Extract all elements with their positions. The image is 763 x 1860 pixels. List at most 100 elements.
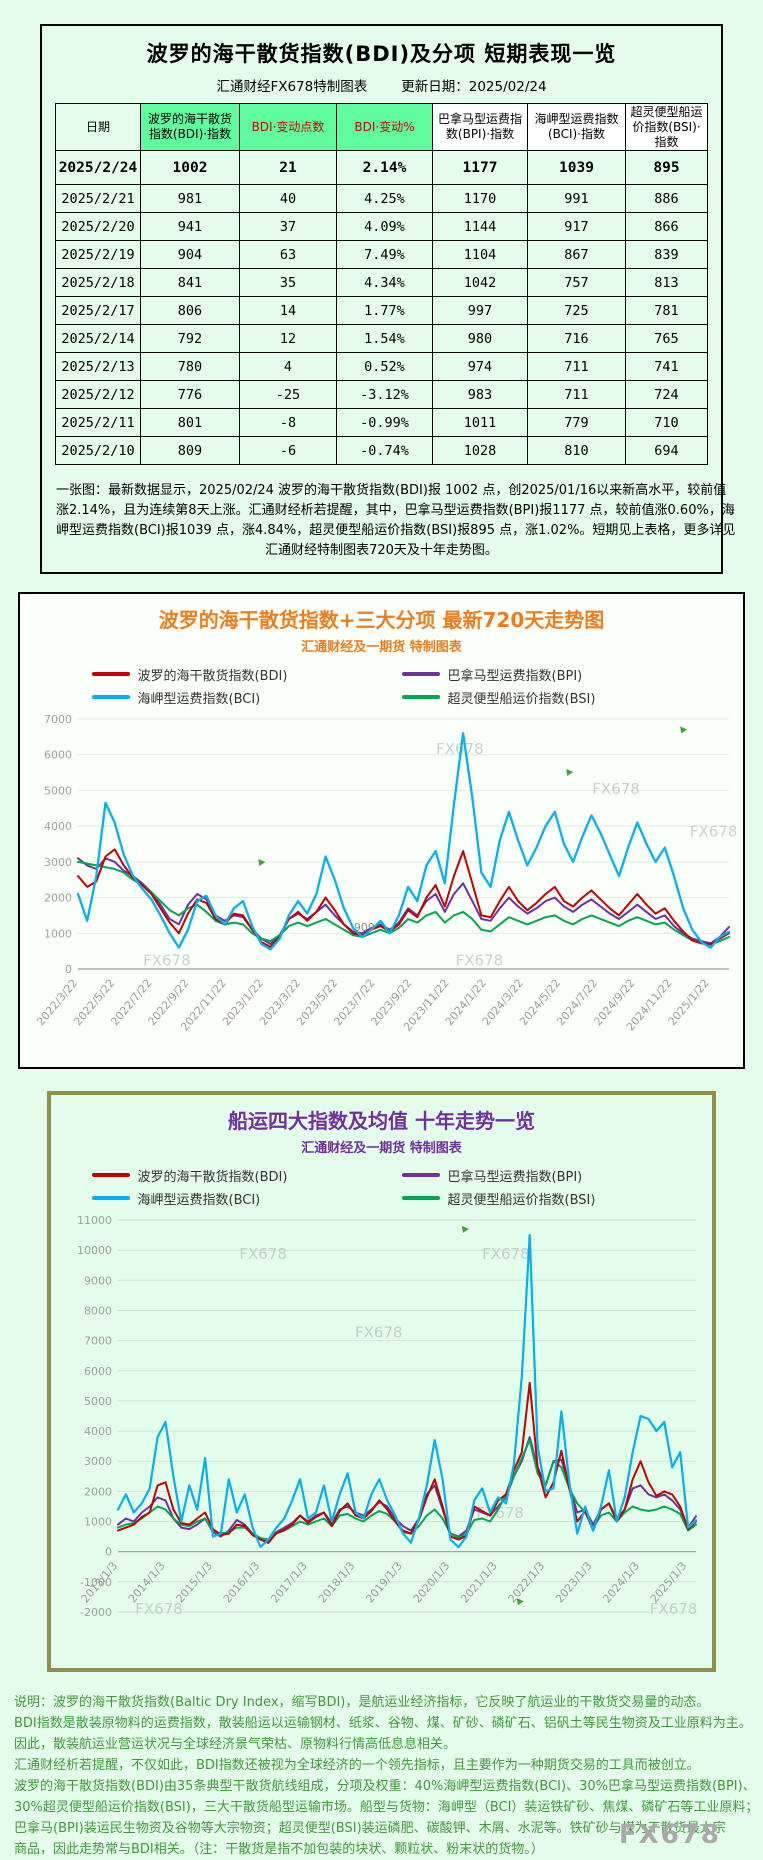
table-cell: 40 (239, 184, 337, 213)
table-cell: 1170 (432, 184, 528, 213)
table-cell: 694 (625, 436, 708, 465)
table-cell: 4 (239, 352, 337, 381)
table-header-row: 日期 波罗的海干散货指数(BDI)·指数 BDI·变动点数 BDI·变动% 巴拿… (55, 103, 708, 151)
bdi-line-swatch (91, 1173, 130, 1178)
fx678-watermark: FX678 (239, 1245, 287, 1263)
explanation-line: 30%超灵便型船运价指数(BSI)，三大干散货船型运输市场。船型与货物：海岬型（… (14, 1799, 759, 1815)
table-subtitle: 汇通财经FX678特制图表 更新日期：2025/02/24 (42, 75, 721, 95)
table-cell: 867 (527, 240, 626, 269)
table-cell: 991 (527, 184, 626, 213)
table-row: 2025/2/20 941 37 4.09% 1144 917 866 (55, 212, 708, 241)
table-cell: 806 (140, 296, 240, 325)
col-header-bdi-change-pct: BDI·变动% (336, 103, 433, 151)
y-tick-label: 1000 (84, 1515, 112, 1528)
table-cell: 2025/2/21 (55, 184, 141, 213)
y-tick-label: 6000 (84, 1364, 112, 1377)
y-tick-label: 1000 (44, 927, 72, 940)
chart-10y-panel: 船运四大指数及均值 十年走势一览 汇通财经及一期货 特制图表 波罗的海干散货指数… (47, 1090, 716, 1672)
table-cell: 809 (140, 436, 240, 465)
y-tick-label: 7000 (84, 1334, 112, 1347)
table-cell: 14 (239, 296, 337, 325)
table-cell: 741 (625, 352, 708, 381)
col-header-bdi-change-points: BDI·变动点数 (239, 103, 337, 151)
chart-720d-panel: 波罗的海干散货指数+三大分项 最新720天走势图 汇通财经及一期货 特制图表 波… (18, 591, 745, 1069)
chart-10y-subtitle: 汇通财经及一期货 特制图表 (301, 1140, 462, 1156)
table-cell: 980 (432, 324, 528, 353)
table-row: 2025/2/18 841 35 4.34% 1042 757 813 (55, 268, 708, 297)
y-tick-label: 4000 (44, 820, 72, 833)
table-cell: 2025/2/10 (55, 436, 141, 465)
value-annotation: 909 (354, 921, 375, 934)
table-cell: 711 (527, 352, 626, 381)
col-header-bdi-index: 波罗的海干散货指数(BDI)·指数 (140, 103, 240, 151)
fx678-watermark: FX678 (592, 780, 640, 798)
table-cell: 1.77% (336, 296, 433, 325)
summary-note-line: 岬型运费指数(BCI)报1039 点，涨4.84%，超灵便型船运价指数(BSI)… (56, 523, 736, 539)
chart-720d-legend: 波罗的海干散货指数(BDI) 巴拿马型运费指数(BPI) 海岬型运费指数(BCI) 超… (20, 665, 743, 707)
col-header-date: 日期 (55, 103, 141, 151)
table-cell: 1028 (432, 436, 528, 465)
explanation-line: 因此，散装航运业营运状况与全球经济景气荣枯、原物料行情高低息息相关。 (14, 1736, 457, 1752)
table-cell: 716 (527, 324, 626, 353)
table-cell: 7.49% (336, 240, 433, 269)
bpi-series-line (116, 1435, 697, 1542)
fx678-logo: FX678 (618, 1819, 721, 1850)
x-tick-label: 2014/1/3 (125, 1559, 167, 1605)
table-cell: 792 (140, 324, 240, 353)
y-tick-label: 5000 (44, 784, 72, 797)
table-cell: 974 (432, 352, 528, 381)
legend-item-bsi: 超灵便型船运价指数(BSI) (401, 688, 672, 707)
legend-item-bpi: 巴拿马型运费指数(BPI) (401, 665, 672, 684)
x-tick-label: 2015/1/3 (173, 1559, 215, 1605)
col-header-bsi-index: 超灵便型船运价指数(BSI)·指数 (625, 103, 708, 151)
y-tick-label: -2000 (80, 1606, 112, 1619)
legend-label: 海岬型运费指数(BCI) (137, 1192, 261, 1208)
summary-note-line: 一张图：最新数据显示，2025/02/24 波罗的海干散货指数(BDI)报 10… (56, 483, 727, 498)
y-tick-label: 4000 (84, 1425, 112, 1438)
y-tick-label: 0 (65, 963, 72, 976)
legend-item-bpi: 巴拿马型运费指数(BPI) (401, 1166, 672, 1185)
y-tick-label: -1000 (80, 1575, 112, 1588)
table-cell: 941 (140, 212, 240, 241)
x-tick-label: 2024/1/3 (600, 1559, 642, 1605)
table-cell: 4.09% (336, 212, 433, 241)
green-triangle-marker (566, 768, 574, 776)
y-tick-label: 3000 (44, 855, 72, 868)
explanation-line: 汇通财经析若提醒，不仅如此，BDI指数还被视为全球经济的一个领先指标，且主要作为… (14, 1757, 700, 1773)
y-tick-label: 11000 (77, 1214, 112, 1227)
table-cell: 801 (140, 408, 240, 437)
table-row: 2025/2/10 809 -6 -0.74% 1028 810 694 (55, 436, 708, 465)
table-row: 2025/2/11 801 -8 -0.99% 1011 779 710 (55, 408, 708, 437)
fx678-watermark: FX678 (355, 1323, 403, 1341)
green-triangle-marker (258, 858, 266, 866)
table-cell: 866 (625, 212, 708, 241)
table-cell: 2025/2/18 (55, 268, 141, 297)
table-row: 2025/2/14 792 12 1.54% 980 716 765 (55, 324, 708, 353)
legend-label: 海岬型运费指数(BCI) (137, 691, 261, 707)
table-cell: 1177 (432, 150, 528, 185)
y-tick-label: 9000 (84, 1274, 112, 1287)
summary-note-line: 汇通财经特制图表720天及十年走势图。 (265, 543, 498, 559)
green-triangle-marker (461, 1225, 469, 1233)
legend-item-bci: 海岬型运费指数(BCI) (91, 688, 382, 707)
col-header-bpi-index: 巴拿马型运费指数(BPI)·指数 (432, 103, 528, 151)
table-cell: 63 (239, 240, 337, 269)
bci-line-swatch (91, 1196, 130, 1201)
legend-label: 巴拿马型运费指数(BPI) (447, 1169, 583, 1185)
table-cell: -0.74% (336, 436, 433, 465)
y-tick-label: 2000 (84, 1485, 112, 1498)
chart-10y-plot: -2000 -1000 0 1000 2000 3000 4000 5000 6000 7000 8… (77, 1214, 697, 1619)
table-cell: 2025/2/19 (55, 240, 141, 269)
table-cell: 2.14% (336, 150, 433, 185)
explanation-line: 波罗的海干散货指数(BDI)由35条典型干散货航线组成，分项及权重：40%海岬型… (14, 1778, 756, 1794)
explanation-line: 说明：波罗的海干散货指数(Baltic Dry Index，缩写BDI)，是航运… (14, 1694, 710, 1710)
y-tick-label: 10000 (77, 1244, 112, 1257)
table-cell: 886 (625, 184, 708, 213)
table-cell: -3.12% (336, 380, 433, 409)
table-cell: 983 (432, 380, 528, 409)
table-cell: 780 (140, 352, 240, 381)
bdi-data-table: 日期 波罗的海干散货指数(BDI)·指数 BDI·变动点数 BDI·变动% 巴拿… (55, 103, 708, 465)
table-cell: 997 (432, 296, 528, 325)
table-cell: 35 (239, 268, 337, 297)
table-cell: 4.25% (336, 184, 433, 213)
